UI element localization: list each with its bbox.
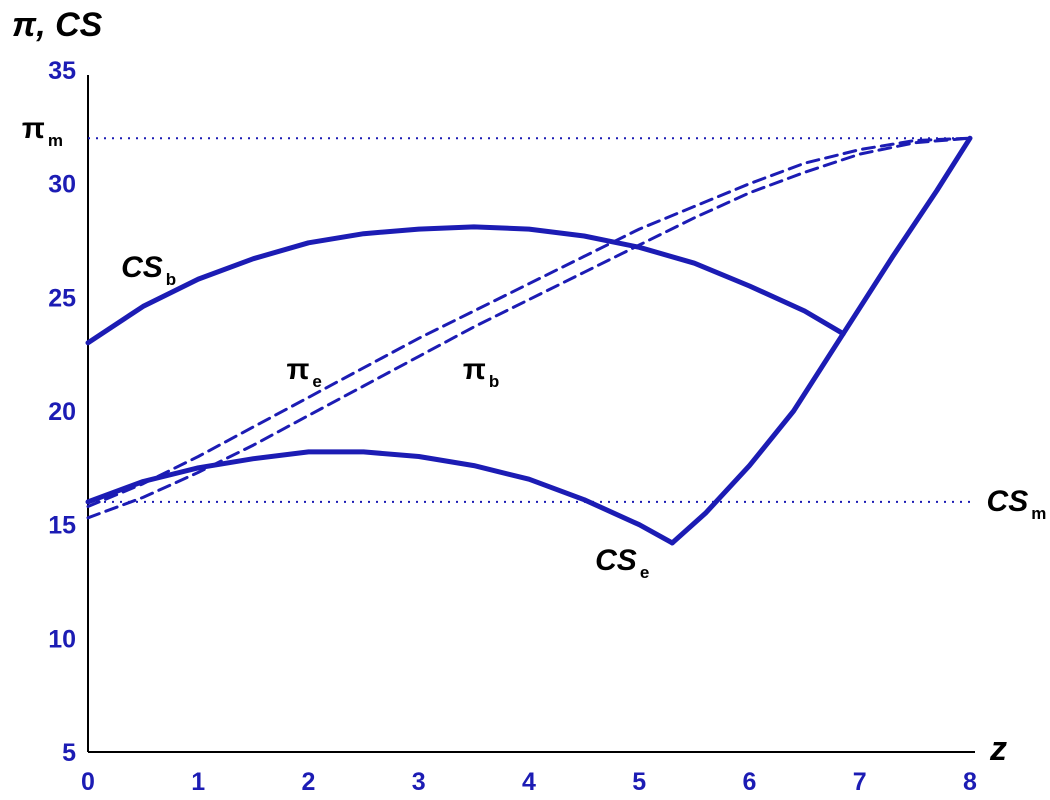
- x-tick-label: 7: [853, 768, 867, 796]
- label-cs-e: CS e: [595, 544, 649, 582]
- x-tick-label: 8: [963, 768, 977, 796]
- y-tick-label: 20: [48, 398, 76, 426]
- label-cs-m: CS m: [987, 485, 1047, 523]
- x-tick-label: 0: [81, 768, 95, 796]
- series-line-cs-e: [85, 449, 675, 546]
- y-tick-labels: 5 10 15 20 25 30 35: [48, 57, 76, 767]
- x-tick-label: 3: [412, 768, 426, 796]
- x-tick-label: 5: [632, 768, 646, 796]
- x-tick-labels: 0 1 2 3 4 5 6 7 8: [81, 768, 977, 796]
- x-tick-label: 1: [191, 768, 205, 796]
- x-axis-title: z: [989, 730, 1007, 768]
- label-cs-b: CS b: [121, 251, 176, 289]
- curves: [85, 135, 973, 546]
- y-axis-title: π, CS: [12, 6, 103, 44]
- y-tick-label: 35: [48, 57, 76, 85]
- curve-labels: CS b π e π b CS e π m CS m: [22, 112, 1047, 582]
- y-tick-label: 25: [48, 284, 76, 312]
- y-tick-label: 5: [62, 739, 76, 767]
- x-tick-label: 6: [743, 768, 757, 796]
- x-tick-label: 2: [302, 768, 316, 796]
- series-line-pi-b: [86, 136, 972, 520]
- y-tick-label: 10: [48, 625, 76, 653]
- series-line-connector: [669, 135, 973, 546]
- reference-lines: [88, 137, 975, 503]
- series-line-cs-b: [85, 224, 846, 346]
- x-tick-label: 4: [522, 768, 536, 796]
- series-line-pi-e: [86, 136, 972, 508]
- y-tick-label: 15: [48, 512, 76, 540]
- y-tick-label: 30: [48, 171, 76, 199]
